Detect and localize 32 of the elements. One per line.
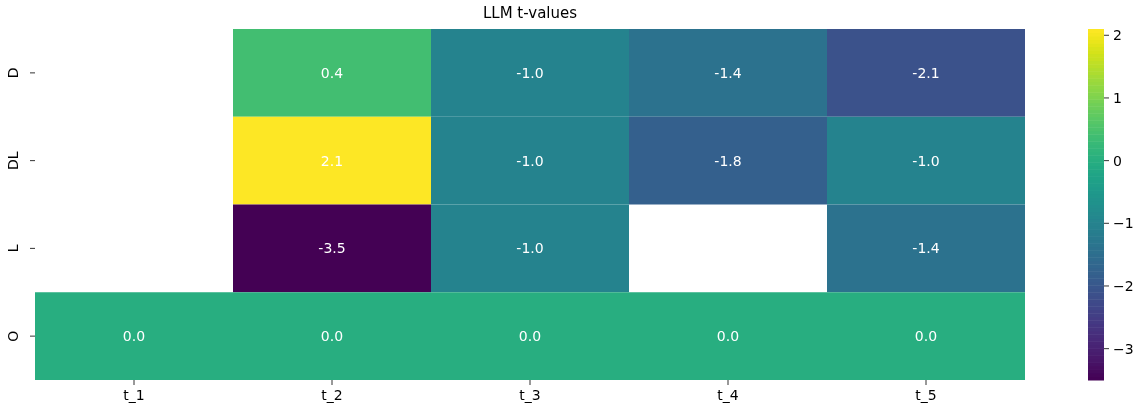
- x-tick-label: t_1: [123, 387, 145, 403]
- data-label: -1.4: [912, 240, 940, 257]
- y-tick-label: L: [5, 244, 21, 253]
- y-tick-label: DL: [5, 151, 21, 170]
- color-bar-label: −3: [1113, 340, 1134, 357]
- x-tick-label: t_3: [519, 387, 541, 403]
- data-label: -1.0: [912, 152, 940, 169]
- data-label: -1.0: [516, 152, 544, 169]
- color-bar-label: −2: [1113, 277, 1134, 294]
- data-label: 0.0: [518, 328, 542, 345]
- data-label: -1.4: [714, 64, 742, 81]
- data-label: 2.1: [320, 152, 344, 169]
- data-label: -1.0: [516, 64, 544, 81]
- data-label: -1.0: [516, 240, 544, 257]
- data-label: 0.0: [320, 328, 344, 345]
- y-tick-label: O: [5, 330, 21, 342]
- color-bar-label: 0: [1113, 152, 1122, 169]
- data-label: 0.0: [122, 328, 146, 345]
- x-tick-label: t_5: [915, 387, 937, 403]
- x-tick-label: t_2: [321, 387, 343, 403]
- data-label: -3.5: [318, 240, 346, 257]
- data-label: -2.1: [912, 64, 940, 81]
- color-bar-label: 1: [1113, 89, 1122, 106]
- chart-title: LLM t-values: [482, 4, 578, 22]
- data-label: 0.4: [320, 64, 344, 81]
- data-label: 0.0: [914, 328, 938, 345]
- x-tick-label: t_4: [717, 387, 739, 403]
- y-tick-label: D: [5, 67, 21, 79]
- color-bar-label: 2: [1113, 27, 1122, 44]
- data-label: -1.8: [714, 152, 742, 169]
- data-label: 0.0: [716, 328, 740, 345]
- color-bar-label: −1: [1113, 215, 1134, 232]
